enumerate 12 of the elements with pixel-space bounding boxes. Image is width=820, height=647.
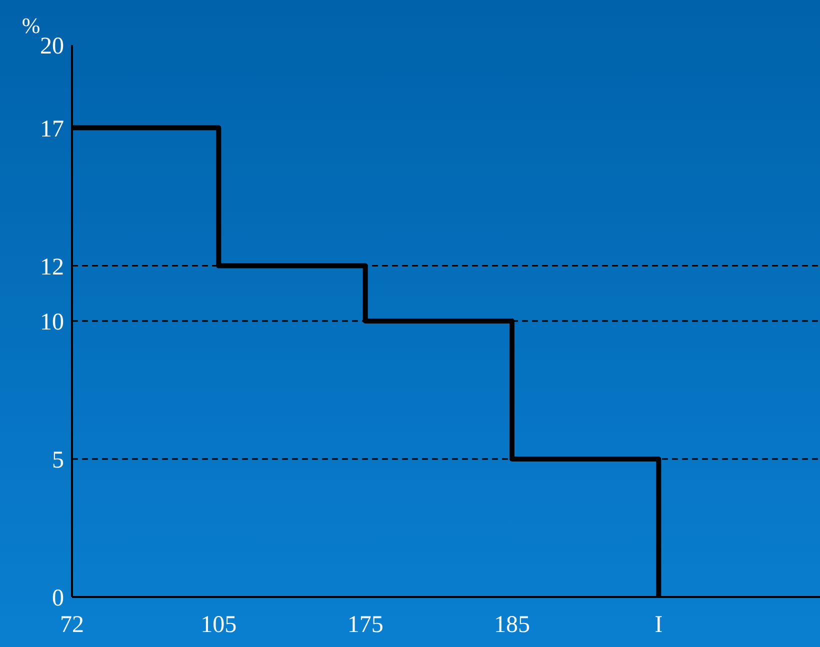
y-tick-label: 12 bbox=[40, 254, 64, 280]
y-axis-title: % bbox=[22, 13, 40, 38]
y-tick-label: 10 bbox=[40, 310, 64, 336]
x-tick-label: 72 bbox=[60, 612, 84, 638]
x-tick-label: 185 bbox=[494, 612, 530, 638]
y-tick-label: 0 bbox=[52, 586, 64, 612]
y-tick-label: 17 bbox=[40, 116, 64, 142]
x-tick-label: 175 bbox=[347, 612, 384, 638]
y-tick-label: 20 bbox=[40, 34, 64, 60]
x-tick-label: I bbox=[654, 612, 663, 638]
x-tick-label: 105 bbox=[200, 612, 237, 638]
y-tick-label: 5 bbox=[52, 448, 64, 474]
